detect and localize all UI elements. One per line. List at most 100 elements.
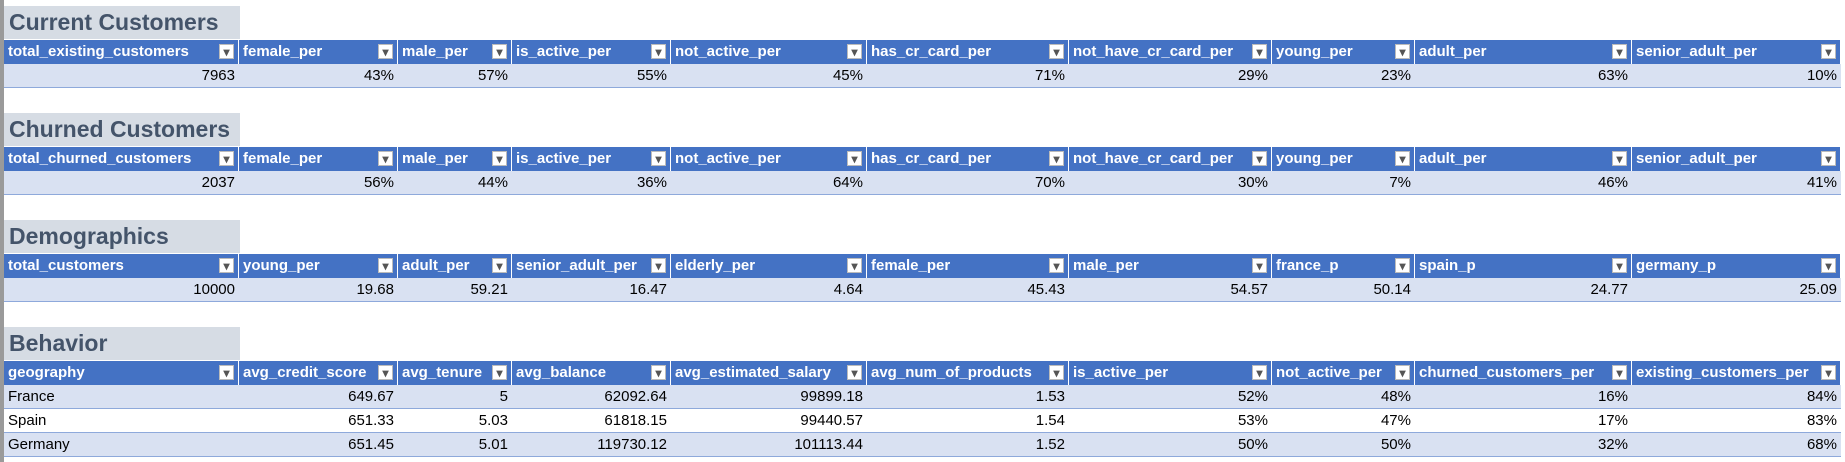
table-cell[interactable]: 10% <box>1632 64 1841 88</box>
table-cell[interactable]: 32% <box>1415 433 1632 457</box>
column-header[interactable]: adult_per <box>1415 40 1632 64</box>
table-cell[interactable]: 55% <box>512 64 671 88</box>
table-cell[interactable]: 46% <box>1415 171 1632 195</box>
table-cell[interactable]: 64% <box>671 171 867 195</box>
column-header[interactable]: not_active_per <box>1272 361 1415 385</box>
table-cell[interactable]: 10000 <box>4 278 239 302</box>
column-header[interactable]: total_churned_customers <box>4 147 239 171</box>
column-header[interactable]: adult_per <box>398 254 512 278</box>
table-cell[interactable]: 52% <box>1069 385 1272 409</box>
table-cell[interactable]: 45.43 <box>867 278 1069 302</box>
table-cell[interactable]: Spain <box>4 409 239 433</box>
column-header[interactable]: female_per <box>867 254 1069 278</box>
column-header[interactable]: young_per <box>239 254 398 278</box>
table-cell[interactable]: 36% <box>512 171 671 195</box>
table-cell[interactable]: 99899.18 <box>671 385 867 409</box>
table-cell[interactable]: 99440.57 <box>671 409 867 433</box>
table-cell[interactable]: 43% <box>239 64 398 88</box>
table-cell[interactable]: 16.47 <box>512 278 671 302</box>
column-header[interactable]: churned_customers_per <box>1415 361 1632 385</box>
table-cell[interactable]: 47% <box>1272 409 1415 433</box>
table-cell[interactable]: 16% <box>1415 385 1632 409</box>
column-header[interactable]: germany_p <box>1632 254 1841 278</box>
table-cell[interactable]: 84% <box>1632 385 1841 409</box>
table-cell[interactable]: 61818.15 <box>512 409 671 433</box>
column-header[interactable]: senior_adult_per <box>512 254 671 278</box>
table-cell[interactable]: 41% <box>1632 171 1841 195</box>
column-header[interactable]: female_per <box>239 40 398 64</box>
table-cell[interactable]: 44% <box>398 171 512 195</box>
table-cell[interactable]: 23% <box>1272 64 1415 88</box>
table-cell[interactable]: 50% <box>1069 433 1272 457</box>
table-cell[interactable]: 4.64 <box>671 278 867 302</box>
table-cell[interactable]: 101113.44 <box>671 433 867 457</box>
table-cell[interactable]: 651.33 <box>239 409 398 433</box>
column-header[interactable]: is_active_per <box>512 40 671 64</box>
column-header[interactable]: avg_estimated_salary <box>671 361 867 385</box>
table-cell[interactable]: 7% <box>1272 171 1415 195</box>
column-header[interactable]: not_have_cr_card_per <box>1069 40 1272 64</box>
column-header[interactable]: has_cr_card_per <box>867 147 1069 171</box>
column-header[interactable]: is_active_per <box>512 147 671 171</box>
column-header[interactable]: avg_num_of_products <box>867 361 1069 385</box>
table-cell[interactable]: 62092.64 <box>512 385 671 409</box>
table-cell[interactable]: 50.14 <box>1272 278 1415 302</box>
column-header[interactable]: has_cr_card_per <box>867 40 1069 64</box>
column-header[interactable]: elderly_per <box>671 254 867 278</box>
column-header[interactable]: spain_p <box>1415 254 1632 278</box>
column-header[interactable]: male_per <box>398 147 512 171</box>
column-header[interactable]: not_have_cr_card_per <box>1069 147 1272 171</box>
column-header[interactable]: young_per <box>1272 40 1415 64</box>
table-cell[interactable]: 50% <box>1272 433 1415 457</box>
table-cell[interactable]: 45% <box>671 64 867 88</box>
column-header[interactable]: geography <box>4 361 239 385</box>
table-cell[interactable]: 57% <box>398 64 512 88</box>
column-header[interactable]: not_active_per <box>671 147 867 171</box>
table-cell[interactable]: 68% <box>1632 433 1841 457</box>
table-cell[interactable]: 30% <box>1069 171 1272 195</box>
table-cell[interactable]: 48% <box>1272 385 1415 409</box>
table-cell[interactable]: 24.77 <box>1415 278 1632 302</box>
column-header[interactable]: total_customers <box>4 254 239 278</box>
column-header[interactable]: male_per <box>398 40 512 64</box>
table-cell[interactable]: 119730.12 <box>512 433 671 457</box>
column-header[interactable]: avg_tenure <box>398 361 512 385</box>
column-header[interactable]: male_per <box>1069 254 1272 278</box>
column-header[interactable]: avg_credit_score <box>239 361 398 385</box>
column-header[interactable]: existing_customers_per <box>1632 361 1841 385</box>
table-cell[interactable]: 5.03 <box>398 409 512 433</box>
table-cell[interactable]: 59.21 <box>398 278 512 302</box>
table-cell[interactable]: 5.01 <box>398 433 512 457</box>
table-cell[interactable]: 2037 <box>4 171 239 195</box>
table-cell[interactable]: 83% <box>1632 409 1841 433</box>
table-cell[interactable]: 63% <box>1415 64 1632 88</box>
table-cell[interactable]: 17% <box>1415 409 1632 433</box>
table-cell[interactable]: Germany <box>4 433 239 457</box>
column-header[interactable]: senior_adult_per <box>1632 40 1841 64</box>
column-header[interactable]: senior_adult_per <box>1632 147 1841 171</box>
column-header[interactable]: is_active_per <box>1069 361 1272 385</box>
column-header[interactable]: adult_per <box>1415 147 1632 171</box>
column-header[interactable]: avg_balance <box>512 361 671 385</box>
table-cell[interactable]: 1.53 <box>867 385 1069 409</box>
table-cell[interactable]: 1.52 <box>867 433 1069 457</box>
table-cell[interactable]: 649.67 <box>239 385 398 409</box>
table-cell[interactable]: 1.54 <box>867 409 1069 433</box>
table-cell[interactable]: 70% <box>867 171 1069 195</box>
table-cell[interactable]: France <box>4 385 239 409</box>
column-header[interactable]: young_per <box>1272 147 1415 171</box>
table-cell[interactable]: 53% <box>1069 409 1272 433</box>
table-cell[interactable]: 5 <box>398 385 512 409</box>
table-cell[interactable]: 56% <box>239 171 398 195</box>
table-cell[interactable]: 19.68 <box>239 278 398 302</box>
column-header[interactable]: total_existing_customers <box>4 40 239 64</box>
table-cell[interactable]: 651.45 <box>239 433 398 457</box>
table-cell[interactable]: 71% <box>867 64 1069 88</box>
table-cell[interactable]: 7963 <box>4 64 239 88</box>
table-cell[interactable]: 25.09 <box>1632 278 1841 302</box>
column-header[interactable]: female_per <box>239 147 398 171</box>
table-cell[interactable]: 29% <box>1069 64 1272 88</box>
table-cell[interactable]: 54.57 <box>1069 278 1272 302</box>
column-header[interactable]: not_active_per <box>671 40 867 64</box>
column-header[interactable]: france_p <box>1272 254 1415 278</box>
